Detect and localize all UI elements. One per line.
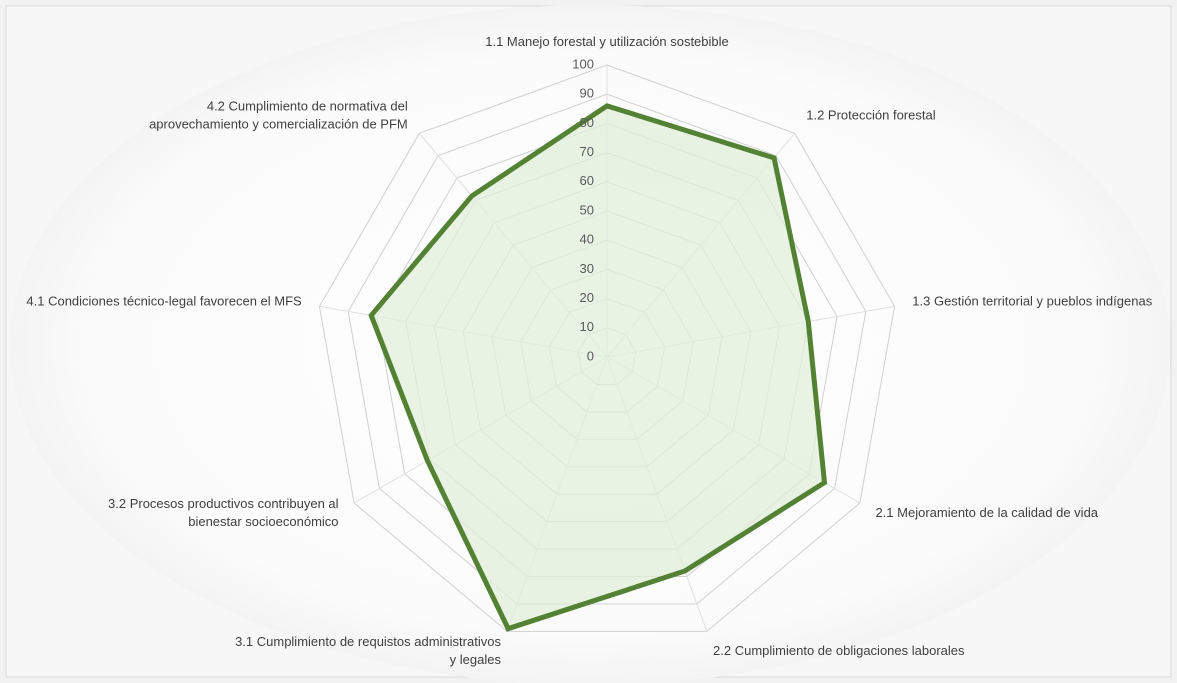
category-label: 2.1 Mejoramiento de la calidad de vida <box>875 505 1098 520</box>
data-area <box>368 103 828 632</box>
tick-label: 90 <box>580 86 594 101</box>
grid-ring <box>318 64 896 632</box>
tick-label: 40 <box>580 232 594 247</box>
tick-label: 10 <box>580 319 594 334</box>
tick-label: 60 <box>580 173 594 188</box>
tick-label: 30 <box>580 261 594 276</box>
tick-label: 100 <box>572 56 594 71</box>
tick-label: 70 <box>580 144 594 159</box>
tick-label: 0 <box>587 348 594 363</box>
category-label: 2.2 Cumplimiento de obligaciones laboral… <box>713 644 965 659</box>
tick-label: 20 <box>580 290 594 305</box>
grid-ring <box>347 93 867 605</box>
category-label: 3.2 Procesos productivos contribuyen al b… <box>108 496 339 529</box>
tick-label: 80 <box>580 115 594 130</box>
category-label: 4.1 Condiciones técnico-legal favorecen … <box>26 294 302 309</box>
category-label: 1.2 Protección forestal <box>806 108 935 123</box>
category-label: 1.1 Manejo forestal y utilización sosteb… <box>485 34 729 49</box>
category-label: 4.2 Cumplimiento de normativa del aprovec… <box>149 99 408 132</box>
category-label: 3.1 Cumplimiento de requistos administra… <box>235 635 501 668</box>
tick-label: 50 <box>580 202 594 217</box>
category-label: 1.3 Gestión territorial y pueblos indíge… <box>912 294 1152 309</box>
